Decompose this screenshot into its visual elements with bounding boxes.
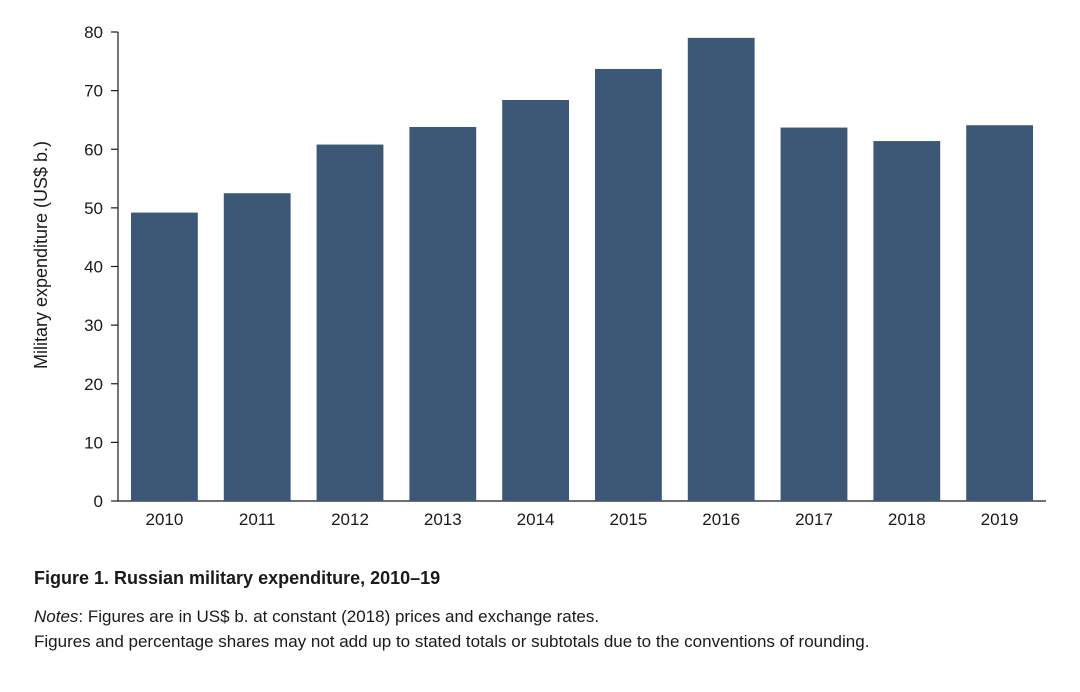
y-axis: 0 10 20 30 40 50 60 70 80 <box>84 23 119 511</box>
notes-label: Notes <box>34 607 79 626</box>
y-tick-label: 70 <box>84 82 103 101</box>
x-tick-label: 2013 <box>424 510 462 529</box>
bar-2010 <box>130 212 198 501</box>
x-tick-label: 2019 <box>981 510 1019 529</box>
x-tick-label: 2012 <box>331 510 369 529</box>
x-axis: 2010 2011 2012 2013 2014 2015 2016 2017 2018 2019 <box>118 500 1046 529</box>
bar-2017 <box>780 127 848 501</box>
notes-line-1: Notes: Figures are in US$ b. at constant… <box>34 604 1064 629</box>
y-tick-label: 60 <box>84 140 103 159</box>
x-tick-label: 2010 <box>145 510 183 529</box>
x-tick-label: 2017 <box>795 510 833 529</box>
x-tick-label: 2014 <box>517 510 555 529</box>
y-tick-label: 40 <box>84 258 103 277</box>
y-tick-label: 10 <box>84 433 103 452</box>
y-tick-label: 20 <box>84 375 103 394</box>
bar-2019 <box>966 125 1034 502</box>
bar-2018 <box>873 141 941 502</box>
bar-2013 <box>409 126 477 501</box>
x-tick-label: 2011 <box>239 510 276 529</box>
y-axis-title: Military expenditure (US$ b.) <box>31 141 51 369</box>
bar-2014 <box>502 100 570 501</box>
x-tick-label: 2015 <box>609 510 647 529</box>
y-tick-label: 80 <box>84 23 103 42</box>
bar-2015 <box>594 68 662 501</box>
bar-series <box>130 37 1034 502</box>
y-tick-label: 0 <box>94 492 103 511</box>
bar-2011 <box>223 193 291 501</box>
y-tick-label: 50 <box>84 199 103 218</box>
x-tick-label: 2018 <box>888 510 926 529</box>
bar-2016 <box>687 37 755 502</box>
figure-title: Figure 1. Russian military expenditure, … <box>34 568 441 588</box>
bar-2012 <box>316 144 384 501</box>
notes-line-2: Figures and percentage shares may not ad… <box>34 632 870 651</box>
figure-caption: Figure 1. Russian military expenditure, … <box>34 566 1064 654</box>
x-tick-label: 2016 <box>702 510 740 529</box>
notes-text: : Figures are in US$ b. at constant (201… <box>78 607 600 626</box>
y-tick-label: 30 <box>84 316 103 335</box>
